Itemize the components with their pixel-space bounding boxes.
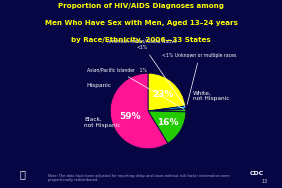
Text: 16%: 16% [157,118,179,127]
Wedge shape [148,73,186,111]
Text: <1% Unknown or multiple races: <1% Unknown or multiple races [162,52,237,104]
Text: 13: 13 [262,179,268,184]
Text: Men Who Have Sex with Men, Aged 13–24 years: Men Who Have Sex with Men, Aged 13–24 ye… [45,20,237,26]
Wedge shape [148,106,186,111]
Text: American Indian/Alaska Native
<1%: American Indian/Alaska Native <1% [107,39,185,107]
Text: 59%: 59% [119,112,141,121]
Wedge shape [110,73,168,149]
Text: Black,
not Hispanic: Black, not Hispanic [85,117,121,128]
Wedge shape [148,108,186,111]
Wedge shape [148,110,186,112]
Text: 23%: 23% [152,90,173,99]
Text: Note: The data have been adjusted for reporting delay and cases without risk fac: Note: The data have been adjusted for re… [48,174,230,183]
Wedge shape [148,111,186,143]
Text: Asian/Pacific Islander   1%: Asian/Pacific Islander 1% [87,68,184,109]
Text: White,
not Hispanic: White, not Hispanic [193,90,229,102]
Text: by Race/Ethnicity, 2006—33 States: by Race/Ethnicity, 2006—33 States [71,37,211,43]
Text: 🦅: 🦅 [20,169,25,179]
Text: Hispanic: Hispanic [87,83,112,88]
Text: CDC: CDC [250,171,264,176]
Text: Proportion of HIV/AIDS Diagnoses among: Proportion of HIV/AIDS Diagnoses among [58,3,224,9]
